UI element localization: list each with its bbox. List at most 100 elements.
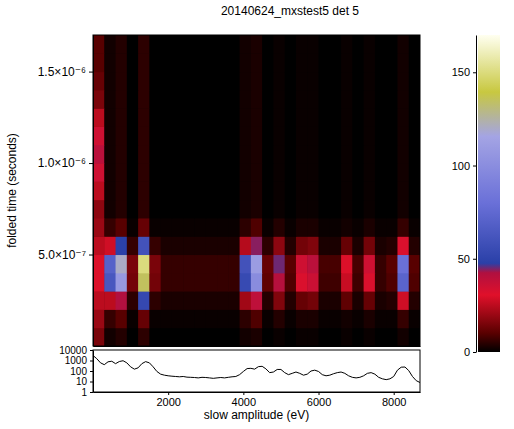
heatmap-cell — [183, 218, 195, 237]
chart-svg: 20140624_mxstest5 det 55.0×10⁻⁷1.0×10⁻⁶1… — [0, 0, 514, 429]
heatmap-cell — [285, 200, 297, 219]
heatmap-cell — [296, 181, 308, 200]
colorbar-tick-label: 100 — [452, 160, 470, 172]
colorbar-tick: 0 — [464, 346, 476, 358]
heatmap-cell — [251, 328, 263, 346]
heatmap-cell — [296, 273, 308, 292]
heatmap-cell — [296, 53, 308, 72]
heatmap-cell — [341, 53, 353, 72]
heatmap-cell — [364, 35, 376, 54]
colorbar-tick: 150 — [452, 66, 476, 78]
heatmap-cell — [352, 145, 364, 164]
heatmap-cell — [138, 181, 150, 200]
heatmap-cell — [183, 108, 195, 127]
heatmap-cell — [397, 218, 409, 237]
heatmap-cell — [172, 291, 184, 310]
heatmap-cell — [149, 145, 161, 164]
heatmap-cell — [93, 126, 105, 145]
heatmap-cell — [409, 218, 420, 237]
heatmap-cell — [217, 181, 229, 200]
heatmap-cell — [172, 255, 184, 274]
heatmap-cell — [386, 72, 398, 91]
heatmap-cell — [172, 309, 184, 328]
heatmap-cell — [319, 309, 331, 328]
heatmap-cell — [104, 53, 116, 72]
y-tick-label: 10000 — [59, 345, 87, 356]
heatmap-cell — [341, 163, 353, 182]
heatmap-cell — [138, 236, 150, 255]
heatmap-cell — [127, 145, 139, 164]
x-tick: 6000 — [307, 392, 331, 408]
heatmap-cell — [341, 108, 353, 127]
heatmap-cell — [273, 53, 285, 72]
heatmap-cell — [228, 200, 240, 219]
heatmap-cell — [364, 108, 376, 127]
heatmap-cell — [93, 108, 105, 127]
y-tick-label: 10 — [76, 376, 88, 387]
heatmap-cell — [262, 108, 274, 127]
heatmap-cell — [206, 72, 218, 91]
heatmap-cell — [319, 90, 331, 109]
heatmap-cell — [409, 273, 420, 292]
heatmap-cell — [127, 108, 139, 127]
colorbar-tick: 100 — [452, 160, 476, 172]
heatmap-cell — [307, 218, 319, 237]
heatmap-cell — [183, 126, 195, 145]
heatmap-cell — [240, 309, 252, 328]
heatmap-cell — [307, 309, 319, 328]
heatmap-cell — [352, 90, 364, 109]
heatmap-cell — [206, 90, 218, 109]
heatmap-cell — [183, 53, 195, 72]
heatmap-cell — [386, 200, 398, 219]
heatmap-cell — [127, 291, 139, 310]
heatmap-cell — [330, 72, 342, 91]
heatmap-cell — [161, 90, 173, 109]
heatmap-cell — [183, 181, 195, 200]
heatmap-cell — [330, 163, 342, 182]
heatmap-cell — [352, 108, 364, 127]
heatmap-cell — [296, 90, 308, 109]
heatmap-cell — [93, 200, 105, 219]
heatmap-cell — [364, 273, 376, 292]
heatmap-cell — [251, 291, 263, 310]
heatmap-cell — [296, 236, 308, 255]
heatmap-cell — [183, 35, 195, 54]
heatmap-cell — [341, 291, 353, 310]
heatmap-cell — [149, 181, 161, 200]
heatmap-cell — [93, 145, 105, 164]
heatmap-cell — [364, 309, 376, 328]
heatmap-cell — [273, 108, 285, 127]
heatmap-cell — [127, 126, 139, 145]
y-tick-mark — [89, 72, 93, 73]
heatmap-cell — [307, 163, 319, 182]
heatmap-cell — [386, 236, 398, 255]
heatmap-cell — [217, 218, 229, 237]
heatmap-cell — [262, 72, 274, 91]
heatmap-cell — [273, 181, 285, 200]
heatmap-cell — [93, 291, 105, 310]
heatmap-cell — [228, 255, 240, 274]
heatmap-cell — [93, 218, 105, 237]
heatmap-cell — [341, 273, 353, 292]
y-tick: 1.5×10⁻⁶ — [38, 65, 93, 79]
heatmap-cell — [194, 108, 206, 127]
x-tick: 2000 — [156, 392, 180, 408]
heatmap-cell — [217, 236, 229, 255]
heatmap-cell — [397, 255, 409, 274]
heatmap-cell — [386, 145, 398, 164]
heatmap-cell — [273, 145, 285, 164]
heatmap-cell — [116, 126, 128, 145]
x-axis-title: slow amplitude (eV) — [204, 408, 309, 422]
heatmap-cell — [138, 53, 150, 72]
heatmap-cell — [307, 126, 319, 145]
heatmap-cell — [341, 35, 353, 54]
heatmap-cell — [307, 328, 319, 346]
heatmap-cell — [93, 273, 105, 292]
heatmap-cell — [172, 108, 184, 127]
heatmap-cell — [319, 236, 331, 255]
heatmap-cell — [352, 218, 364, 237]
heatmap-cell — [352, 328, 364, 346]
heatmap-cell — [228, 309, 240, 328]
heatmap-cell — [273, 200, 285, 219]
heatmap-cell — [352, 291, 364, 310]
